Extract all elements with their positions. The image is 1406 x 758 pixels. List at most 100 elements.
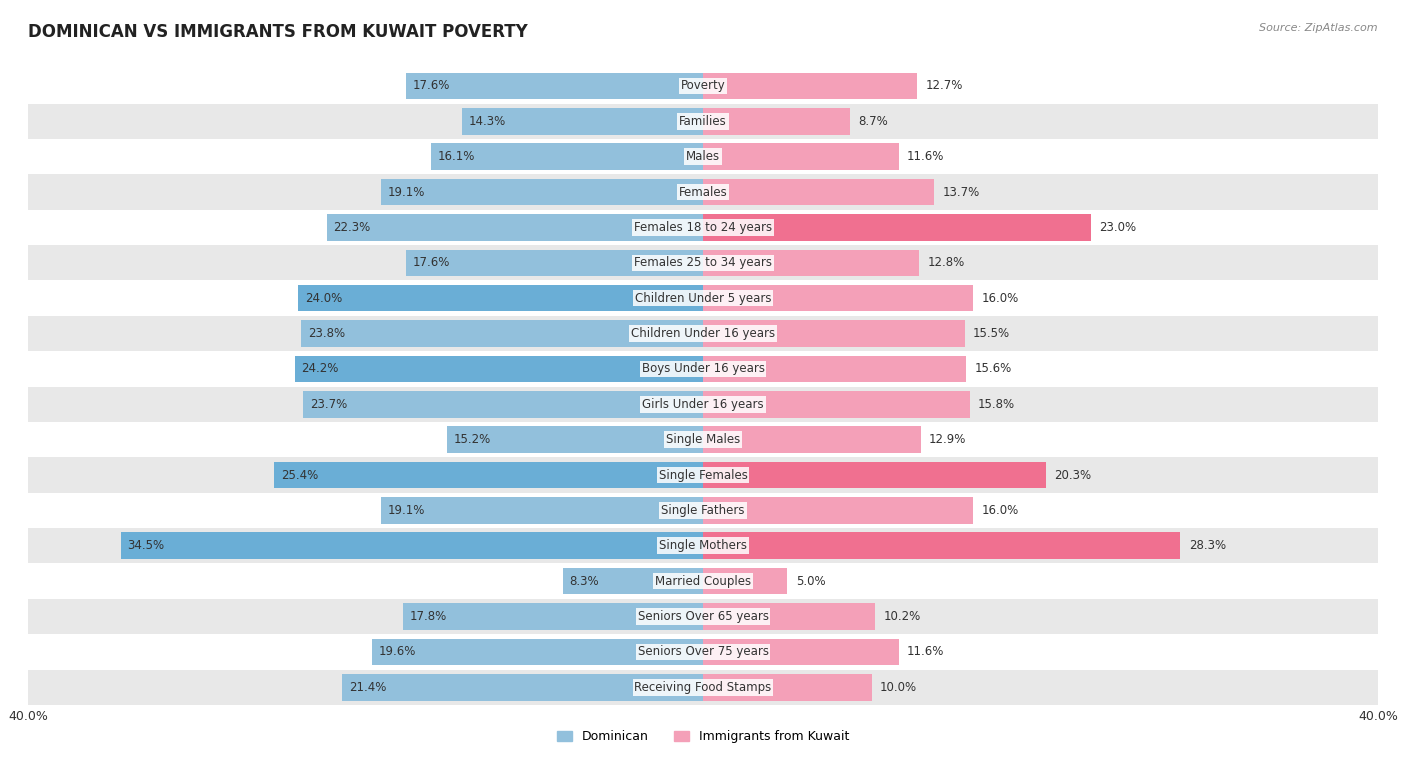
Bar — [298, 285, 703, 312]
Text: 8.7%: 8.7% — [858, 114, 889, 128]
Text: 23.0%: 23.0% — [1099, 221, 1136, 234]
Bar — [703, 249, 920, 276]
Bar — [703, 533, 1181, 559]
Text: 25.4%: 25.4% — [281, 468, 318, 481]
Bar — [304, 391, 703, 418]
Text: 15.5%: 15.5% — [973, 327, 1010, 340]
Bar — [703, 638, 898, 666]
Bar — [461, 108, 703, 135]
Text: Families: Families — [679, 114, 727, 128]
Text: 12.7%: 12.7% — [925, 80, 963, 92]
Text: Girls Under 16 years: Girls Under 16 years — [643, 398, 763, 411]
Bar — [121, 533, 703, 559]
Text: 13.7%: 13.7% — [942, 186, 980, 199]
Bar — [28, 422, 1378, 457]
Bar — [28, 669, 1378, 705]
Bar — [28, 634, 1378, 669]
Text: 15.2%: 15.2% — [453, 433, 491, 446]
Text: Females: Females — [679, 186, 727, 199]
Bar — [28, 104, 1378, 139]
Text: 23.8%: 23.8% — [308, 327, 346, 340]
Text: 11.6%: 11.6% — [907, 645, 945, 659]
Bar — [28, 280, 1378, 316]
Text: 16.0%: 16.0% — [981, 292, 1018, 305]
Bar — [28, 210, 1378, 245]
Text: Seniors Over 75 years: Seniors Over 75 years — [637, 645, 769, 659]
Text: 10.0%: 10.0% — [880, 681, 917, 694]
Text: 5.0%: 5.0% — [796, 575, 825, 587]
Text: 12.8%: 12.8% — [928, 256, 965, 269]
Bar — [301, 320, 703, 347]
Text: 8.3%: 8.3% — [569, 575, 599, 587]
Text: Females 18 to 24 years: Females 18 to 24 years — [634, 221, 772, 234]
Bar — [274, 462, 703, 488]
Text: 34.5%: 34.5% — [128, 539, 165, 553]
Text: 10.2%: 10.2% — [883, 610, 921, 623]
Bar — [28, 68, 1378, 104]
Text: Married Couples: Married Couples — [655, 575, 751, 587]
Bar — [703, 603, 875, 630]
Text: Females 25 to 34 years: Females 25 to 34 years — [634, 256, 772, 269]
Bar — [703, 179, 934, 205]
Bar — [381, 179, 703, 205]
Text: DOMINICAN VS IMMIGRANTS FROM KUWAIT POVERTY: DOMINICAN VS IMMIGRANTS FROM KUWAIT POVE… — [28, 23, 527, 41]
Text: Children Under 16 years: Children Under 16 years — [631, 327, 775, 340]
Bar — [703, 320, 965, 347]
Bar — [703, 108, 849, 135]
Bar — [703, 73, 917, 99]
Bar — [703, 285, 973, 312]
Text: 16.1%: 16.1% — [439, 150, 475, 163]
Bar — [28, 563, 1378, 599]
Bar — [381, 497, 703, 524]
Bar — [703, 143, 898, 170]
Text: 15.6%: 15.6% — [974, 362, 1012, 375]
Text: Boys Under 16 years: Boys Under 16 years — [641, 362, 765, 375]
Bar — [28, 599, 1378, 634]
Text: 14.3%: 14.3% — [468, 114, 506, 128]
Text: Single Females: Single Females — [658, 468, 748, 481]
Text: 28.3%: 28.3% — [1189, 539, 1226, 553]
Text: Source: ZipAtlas.com: Source: ZipAtlas.com — [1260, 23, 1378, 33]
Text: 22.3%: 22.3% — [333, 221, 371, 234]
Bar — [342, 674, 703, 700]
Bar — [28, 351, 1378, 387]
Bar — [406, 73, 703, 99]
Text: Poverty: Poverty — [681, 80, 725, 92]
Text: 21.4%: 21.4% — [349, 681, 387, 694]
Bar — [703, 674, 872, 700]
Text: 19.1%: 19.1% — [388, 504, 425, 517]
Text: 19.6%: 19.6% — [380, 645, 416, 659]
Bar — [703, 214, 1091, 241]
Text: 12.9%: 12.9% — [929, 433, 966, 446]
Bar — [326, 214, 703, 241]
Bar — [703, 568, 787, 594]
Bar — [562, 568, 703, 594]
Bar — [28, 528, 1378, 563]
Bar — [28, 387, 1378, 422]
Bar — [295, 356, 703, 382]
Text: Single Mothers: Single Mothers — [659, 539, 747, 553]
Bar — [373, 638, 703, 666]
Bar — [703, 462, 1046, 488]
Bar — [28, 457, 1378, 493]
Bar — [28, 174, 1378, 210]
Bar — [402, 603, 703, 630]
Bar — [703, 426, 921, 453]
Bar — [703, 497, 973, 524]
Text: Males: Males — [686, 150, 720, 163]
Text: 23.7%: 23.7% — [309, 398, 347, 411]
Text: Single Males: Single Males — [666, 433, 740, 446]
Text: 17.8%: 17.8% — [409, 610, 447, 623]
Legend: Dominican, Immigrants from Kuwait: Dominican, Immigrants from Kuwait — [557, 730, 849, 744]
Text: 20.3%: 20.3% — [1054, 468, 1091, 481]
Text: 19.1%: 19.1% — [388, 186, 425, 199]
Bar — [28, 245, 1378, 280]
Text: 24.0%: 24.0% — [305, 292, 342, 305]
Bar — [28, 139, 1378, 174]
Text: 16.0%: 16.0% — [981, 504, 1018, 517]
Text: 15.8%: 15.8% — [979, 398, 1015, 411]
Bar — [447, 426, 703, 453]
Bar — [432, 143, 703, 170]
Bar — [703, 391, 970, 418]
Text: 24.2%: 24.2% — [301, 362, 339, 375]
